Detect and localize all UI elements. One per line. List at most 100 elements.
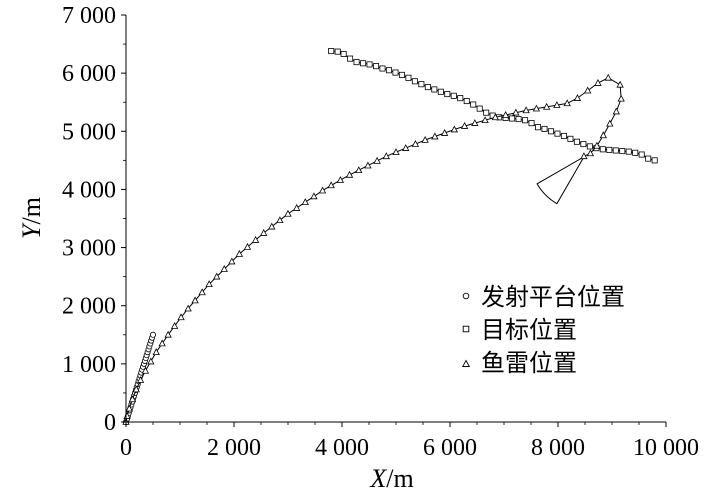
- legend-marker-circle-icon: [462, 292, 470, 300]
- data-point-target: [483, 109, 490, 116]
- data-point-target: [632, 149, 639, 156]
- data-point-target: [554, 130, 561, 137]
- legend-item-torpedo: 鱼雷位置: [461, 349, 577, 377]
- data-point-target: [645, 155, 652, 162]
- data-point-torpedo: [310, 192, 318, 200]
- data-point-target: [528, 120, 535, 127]
- x-tick-label: 4 000: [315, 435, 369, 461]
- data-point-torpedo: [125, 404, 133, 412]
- data-point-torpedo: [147, 357, 155, 365]
- x-axis-ticks: 0 2 000 4 000 6 000 8 000 10 000: [120, 422, 699, 461]
- y-tick-label: 4 000: [62, 177, 116, 203]
- data-point-target: [509, 115, 516, 122]
- data-point-target: [580, 141, 587, 148]
- data-point-target: [567, 135, 574, 142]
- x-tick-label: 0: [120, 435, 132, 461]
- data-point-target: [385, 67, 392, 74]
- data-point-target: [450, 92, 457, 99]
- data-point-target: [463, 98, 470, 105]
- data-point-torpedo: [276, 216, 284, 224]
- data-point-target: [405, 74, 412, 81]
- x-tick-label: 10 000: [633, 435, 699, 461]
- data-point-torpedo: [141, 366, 150, 374]
- data-point-torpedo: [164, 330, 172, 338]
- y-axis-variable: Y: [17, 222, 46, 239]
- y-axis-unit: /m: [17, 197, 46, 224]
- legend-label-torpedo: 鱼雷位置: [481, 349, 577, 377]
- data-point-torpedo: [128, 395, 137, 403]
- y-tick-label: 6 000: [62, 61, 116, 87]
- data-point-torpedo: [471, 119, 479, 126]
- data-point-torpedo: [616, 80, 624, 88]
- data-point-torpedo: [268, 222, 276, 230]
- data-point-target: [347, 55, 354, 62]
- data-point-target: [535, 124, 542, 131]
- data-point-target: [457, 95, 464, 102]
- data-point-torpedo: [251, 235, 260, 243]
- data-point-torpedo: [440, 128, 449, 136]
- data-point-torpedo: [184, 304, 192, 312]
- data-point-torpedo: [392, 148, 400, 156]
- data-point-torpedo: [152, 348, 160, 356]
- data-point-target: [470, 101, 477, 108]
- data-point-torpedo: [599, 131, 608, 139]
- data-point-torpedo: [132, 385, 140, 393]
- data-point-torpedo: [584, 86, 592, 94]
- data-point-torpedo: [411, 140, 420, 147]
- data-point-torpedo: [612, 107, 620, 115]
- data-point-target: [353, 59, 360, 66]
- data-point-torpedo: [522, 106, 530, 114]
- data-point-torpedo: [542, 102, 551, 110]
- data-point-torpedo: [512, 108, 520, 116]
- data-point-torpedo: [318, 186, 327, 194]
- data-point-torpedo: [260, 228, 268, 236]
- data-point-torpedo: [158, 339, 166, 347]
- data-point-torpedo: [532, 104, 541, 112]
- data-point-torpedo: [580, 152, 588, 160]
- data-point-torpedo: [284, 209, 292, 217]
- data-point-target: [340, 50, 347, 57]
- legend-marker-triangle-icon: [461, 359, 471, 367]
- data-point-torpedo: [450, 125, 458, 133]
- data-point-torpedo: [460, 122, 469, 129]
- x-tick-label: 2 000: [207, 435, 261, 461]
- legend-label-launch-platform: 发射平台位置: [481, 283, 625, 311]
- data-point-torpedo: [421, 135, 429, 143]
- data-point-torpedo: [336, 176, 345, 183]
- data-point-torpedo: [573, 94, 582, 101]
- data-point-target: [444, 91, 451, 98]
- data-point-torpedo: [594, 78, 602, 86]
- data-point-torpedo: [481, 116, 489, 124]
- data-point-torpedo: [191, 296, 199, 304]
- x-axis-title: X/m: [369, 464, 413, 493]
- y-tick-label: 5 000: [62, 119, 116, 145]
- x-tick-label: 6 000: [423, 435, 477, 461]
- data-point-target: [638, 151, 645, 158]
- y-axis-title: Y/m: [17, 197, 46, 239]
- data-point-target: [560, 132, 567, 139]
- legend-item-target: 目标位置: [462, 316, 577, 344]
- plot-area: [122, 48, 658, 425]
- data-point-target: [541, 125, 548, 132]
- data-point-torpedo: [243, 242, 252, 250]
- data-point-torpedo: [402, 144, 410, 151]
- data-point-target: [515, 116, 522, 123]
- data-point-torpedo: [617, 94, 625, 102]
- data-point-torpedo: [205, 280, 213, 288]
- x-tick-label: 8 000: [531, 435, 585, 461]
- data-point-target: [522, 117, 529, 124]
- data-point-torpedo: [355, 166, 363, 174]
- data-point-torpedo: [235, 249, 244, 257]
- data-point-torpedo: [292, 203, 301, 211]
- legend-item-launch-platform: 发射平台位置: [462, 283, 625, 311]
- data-point-torpedo: [136, 376, 145, 383]
- data-point-target: [328, 48, 335, 55]
- data-point-target: [379, 65, 386, 72]
- data-point-target: [476, 105, 483, 112]
- data-point-target: [599, 146, 606, 153]
- legend: 发射平台位置 目标位置 鱼雷位置: [461, 283, 625, 377]
- data-point-torpedo: [327, 181, 335, 189]
- data-point-target: [366, 61, 373, 68]
- data-point-target: [619, 148, 626, 155]
